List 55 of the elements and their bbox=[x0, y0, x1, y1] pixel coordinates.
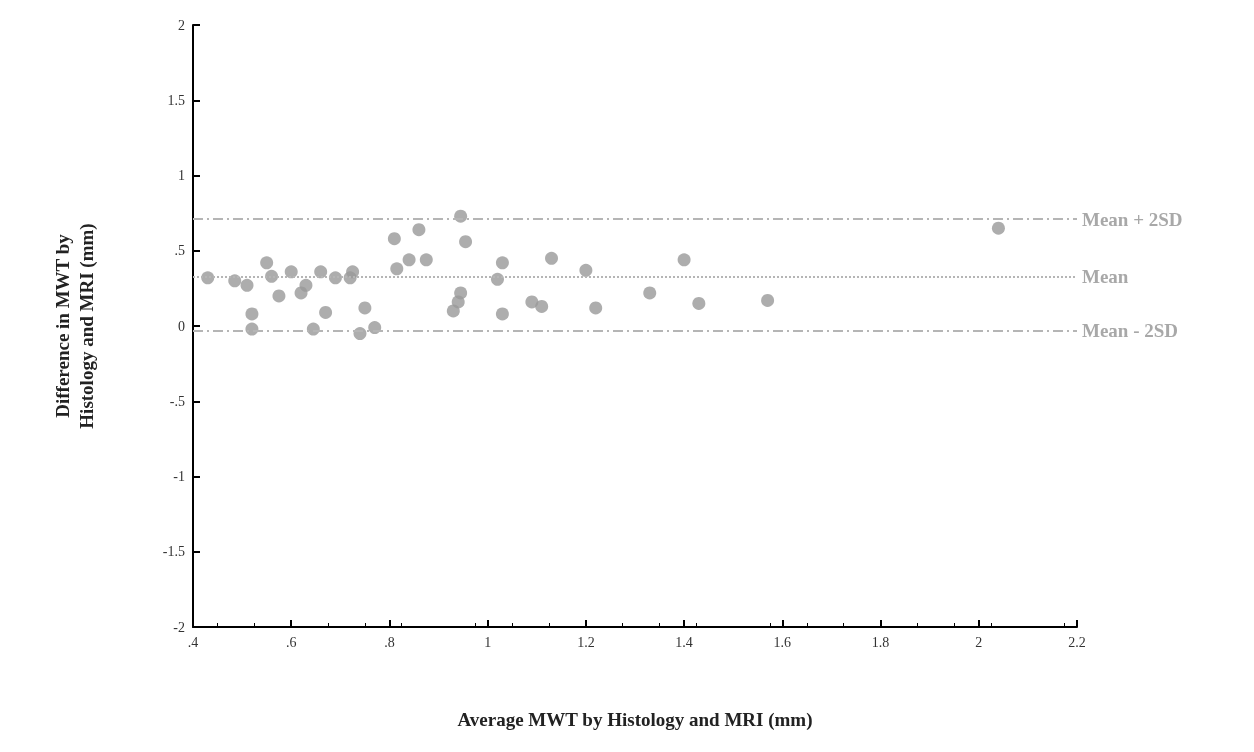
point bbox=[419, 253, 433, 267]
point bbox=[402, 253, 416, 267]
point bbox=[589, 301, 603, 315]
point bbox=[358, 301, 372, 315]
x-tick-label: 2.2 bbox=[1068, 634, 1086, 650]
point bbox=[319, 305, 333, 319]
x-tick-label: 2 bbox=[975, 634, 983, 650]
point bbox=[346, 265, 360, 279]
ref-line-label: Mean + 2SD bbox=[1082, 208, 1183, 230]
point bbox=[525, 295, 539, 309]
ref-line-label: Mean bbox=[1082, 265, 1129, 287]
point bbox=[991, 221, 1005, 235]
point bbox=[228, 274, 242, 288]
point bbox=[643, 286, 657, 300]
y-tick-label: -1.5 bbox=[162, 544, 185, 560]
point bbox=[240, 278, 254, 292]
x-tick-label: 1.2 bbox=[577, 634, 595, 650]
point bbox=[260, 256, 274, 270]
point bbox=[272, 289, 286, 303]
point bbox=[677, 253, 691, 267]
y-tick-label: .5 bbox=[174, 243, 185, 259]
point bbox=[535, 299, 549, 313]
y-tick-label: 1 bbox=[178, 168, 185, 183]
x-tick-label: .8 bbox=[384, 634, 395, 650]
x-tick-label: 1 bbox=[484, 634, 492, 650]
point bbox=[387, 232, 401, 246]
y-tick-label: 0 bbox=[178, 318, 185, 334]
point bbox=[495, 307, 509, 321]
point bbox=[545, 251, 559, 265]
point bbox=[495, 256, 509, 270]
point bbox=[446, 304, 460, 318]
point bbox=[412, 223, 426, 237]
y-tick-label: 2 bbox=[178, 17, 185, 33]
x-axis-title: Average MWT by Histology and MRI (mm) bbox=[457, 708, 813, 731]
y-tick-label: -.5 bbox=[169, 393, 185, 409]
y-tick-label: -1 bbox=[173, 469, 185, 484]
point bbox=[491, 272, 504, 286]
x-tick-label: .6 bbox=[285, 634, 297, 650]
x-tick-label: 1.6 bbox=[773, 634, 792, 650]
point bbox=[692, 296, 706, 310]
y-tick-label: -2 bbox=[173, 619, 185, 635]
y-axis-title: Difference in MWT by Histology and MRI (mm) bbox=[51, 223, 98, 429]
point bbox=[245, 307, 259, 321]
point bbox=[284, 265, 298, 279]
point bbox=[390, 262, 404, 276]
x-tick-label: 1.8 bbox=[871, 634, 890, 650]
point bbox=[314, 265, 328, 279]
x-tick-label: .4 bbox=[187, 634, 199, 650]
x-tick-label: 1.4 bbox=[675, 634, 693, 650]
point bbox=[579, 263, 593, 277]
point bbox=[459, 235, 473, 249]
point bbox=[761, 293, 775, 307]
point bbox=[294, 286, 308, 300]
y-tick-label: 1.5 bbox=[167, 92, 185, 108]
ref-line-label: Mean - 2SD bbox=[1082, 320, 1179, 342]
